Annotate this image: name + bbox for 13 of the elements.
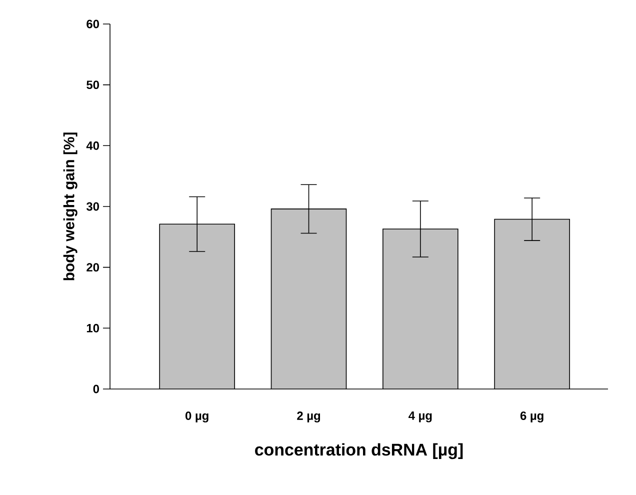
y-tick-label: 20 — [86, 263, 99, 272]
y-tick-label: 30 — [86, 202, 99, 211]
y-tick-label: 50 — [86, 80, 99, 90]
y-tick-label: 40 — [86, 141, 99, 150]
y-axis-title: body weight gain [%] — [63, 132, 78, 280]
x-tick-label: 0 µg — [185, 412, 208, 422]
x-tick-label: 6 µg — [520, 412, 544, 422]
y-tick-label: 10 — [86, 324, 99, 332]
x-tick-label: 2 µg — [297, 412, 320, 422]
x-axis-title: concentration dsRNA [µg] — [255, 443, 463, 460]
x-tick-label: 4 µg — [408, 412, 432, 422]
y-tick-label: 0 — [93, 384, 99, 394]
y-tick-label: 60 — [86, 20, 99, 28]
